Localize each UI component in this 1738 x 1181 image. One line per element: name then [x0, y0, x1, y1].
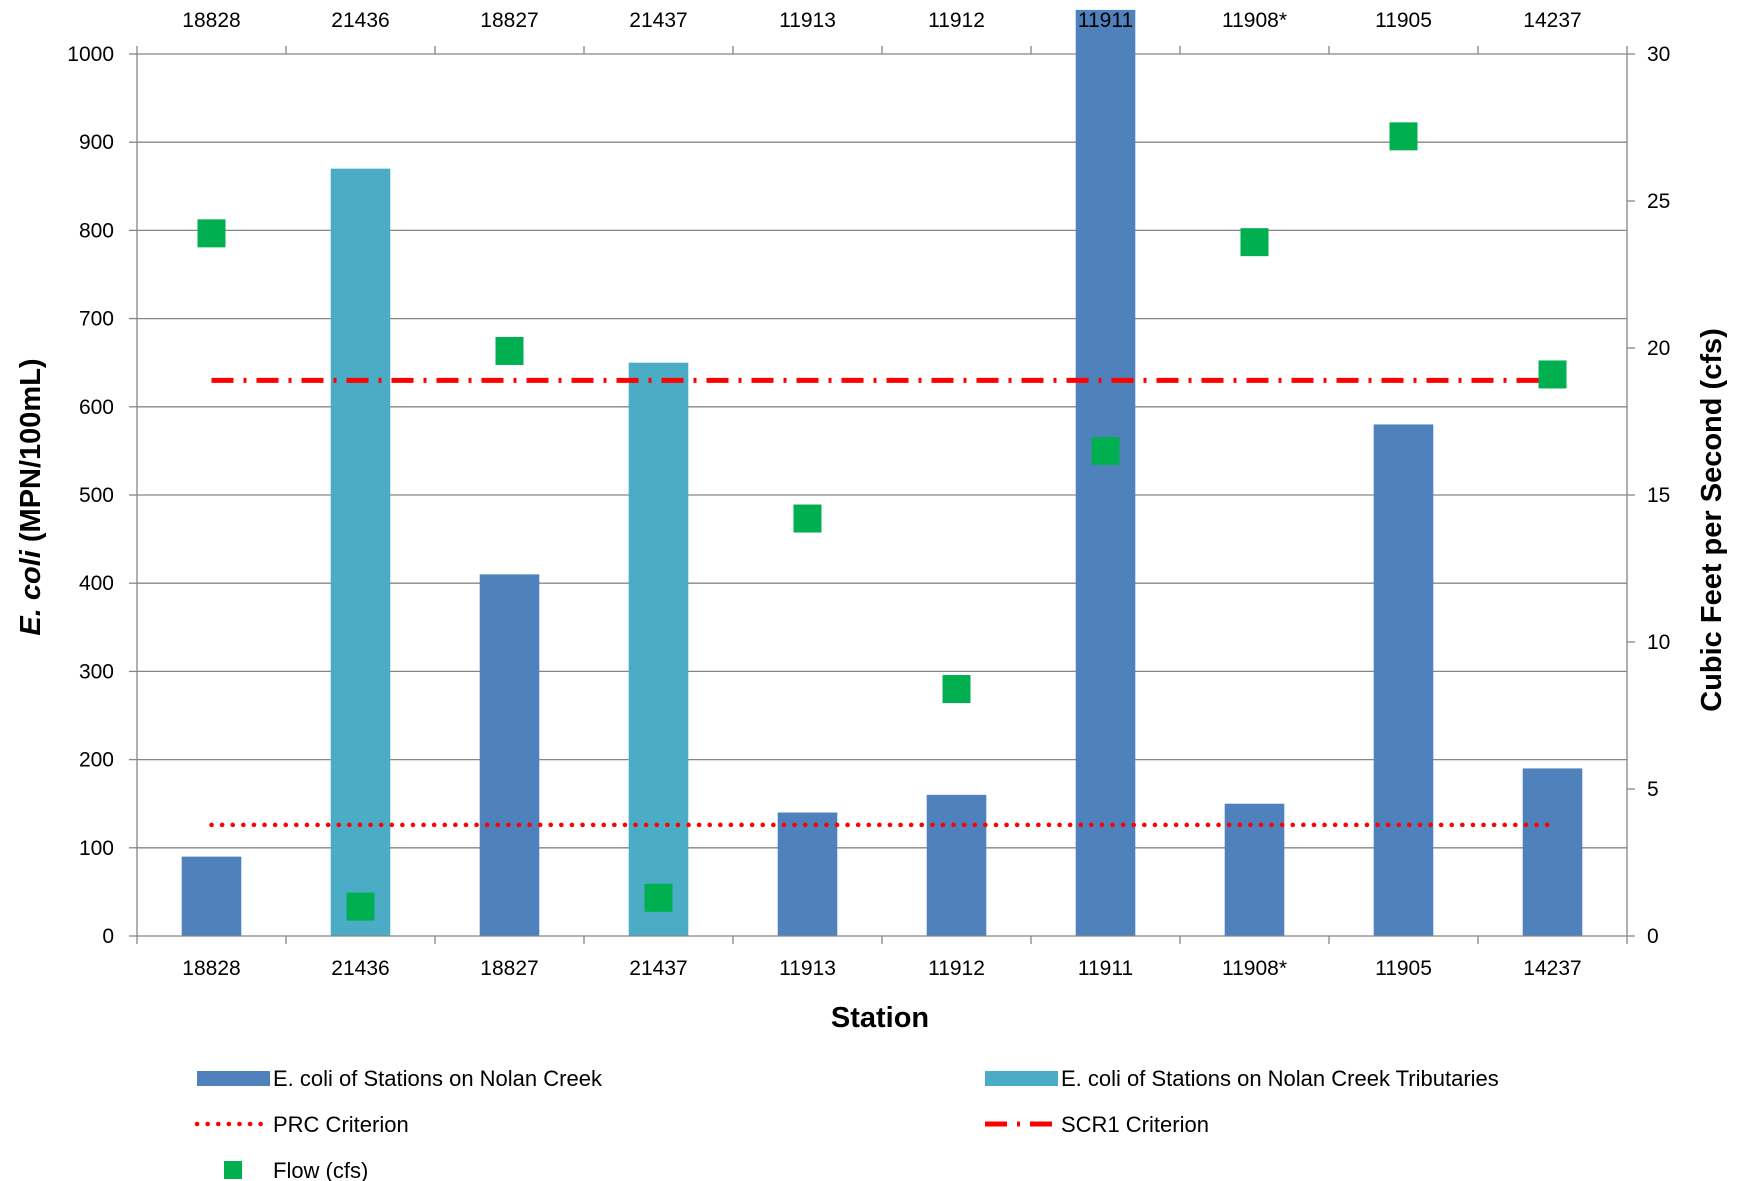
bar [628, 362, 689, 936]
x-tick-label: 21437 [629, 957, 687, 980]
y-tick-label: 900 [79, 131, 114, 154]
flow-point [644, 883, 673, 912]
y-tick-label: 400 [79, 572, 114, 595]
y2-tick-label: 10 [1647, 631, 1670, 654]
x2-tick-label: 11905 [1375, 9, 1432, 32]
legend-label: E. coli of Stations on Nolan Creek Tribu… [1061, 1066, 1499, 1091]
y-tick-label: 200 [79, 749, 114, 772]
y2-axis-title: Cubic Feet per Second (cfs) [1696, 328, 1728, 712]
flow-point [942, 675, 971, 704]
y-axis-title: E. coli (MPN/100mL) [15, 358, 47, 635]
y2-tick-label: 5 [1647, 778, 1659, 801]
x-tick-label: 11913 [779, 957, 836, 980]
bar [479, 574, 540, 936]
criterion-lines [209, 377, 1555, 828]
flow-point [495, 336, 524, 365]
x-tick-label: 11912 [928, 957, 985, 980]
x-tick-label: 18827 [480, 957, 538, 980]
legend-item: E. coli of Stations on Nolan Creek Tribu… [985, 1066, 1499, 1091]
legend-label: Flow (cfs) [273, 1158, 368, 1181]
legend-swatch [985, 1071, 1058, 1086]
legend-swatch [224, 1161, 242, 1179]
x2-tick-label: 11911 [1078, 9, 1133, 32]
legend-label: SCR1 Criterion [1061, 1112, 1209, 1137]
flow-point [1240, 228, 1269, 257]
y-axis-title-italic: E. coli [15, 549, 47, 635]
y-tick-label: 600 [79, 396, 114, 419]
y2-tick-label: 15 [1647, 484, 1670, 507]
y-tick-label: 500 [79, 484, 114, 507]
y-tick-label: 700 [79, 308, 114, 331]
legend: E. coli of Stations on Nolan Creek E. col… [194, 1066, 1499, 1181]
bar [777, 812, 838, 936]
x2-tick-label: 21437 [629, 9, 687, 32]
x2-tick-label: 11912 [928, 9, 985, 32]
x2-tick-label: 18827 [480, 9, 538, 32]
legend-item: PRC Criterion [194, 1112, 409, 1137]
axes [129, 46, 1635, 944]
y-tick-label: 800 [79, 219, 114, 242]
x-tick-label: 11908* [1222, 957, 1287, 980]
tick-labels: 0 100 200 300 400 500 600 700 800 900 1000 0 5 10 15 20… [67, 9, 1670, 980]
bars [181, 9, 1583, 936]
flow-point [1389, 122, 1418, 151]
y2-tick-label: 25 [1647, 190, 1670, 213]
flow-point [1091, 436, 1120, 465]
x2-tick-label: 11913 [779, 9, 836, 32]
bar [330, 168, 391, 936]
legend-label: E. coli of Stations on Nolan Creek [273, 1066, 603, 1091]
x2-tick-label: 11908* [1222, 9, 1287, 32]
x-tick-label: 14237 [1523, 957, 1581, 980]
y-axis-title-unit: (MPN/100mL) [15, 358, 47, 550]
legend-item: SCR1 Criterion [985, 1112, 1209, 1137]
x2-tick-label: 18828 [182, 9, 240, 32]
y-tick-label: 100 [79, 837, 114, 860]
legend-item: Flow (cfs) [224, 1158, 368, 1181]
x-tick-label: 11905 [1375, 957, 1432, 980]
x-tick-label: 21436 [331, 957, 389, 980]
legend-label: PRC Criterion [273, 1112, 409, 1137]
flow-point [346, 892, 375, 921]
bar [1075, 9, 1136, 936]
y-tick-label: 1000 [67, 43, 114, 66]
bar [181, 856, 242, 936]
y-tick-label: 0 [102, 925, 114, 948]
y-tick-label: 300 [79, 660, 114, 683]
bar [1373, 424, 1434, 936]
bar [926, 794, 987, 936]
x2-tick-label: 14237 [1523, 9, 1581, 32]
bar [1522, 768, 1583, 936]
x-tick-label: 18828 [182, 957, 240, 980]
x-tick-label: 11911 [1078, 957, 1133, 980]
x2-tick-label: 21436 [331, 9, 389, 32]
flow-point [1538, 360, 1567, 389]
y2-tick-label: 30 [1647, 43, 1670, 66]
y2-tick-label: 20 [1647, 337, 1670, 360]
flow-markers [197, 122, 1567, 921]
y2-tick-label: 0 [1647, 925, 1659, 948]
bar [1224, 803, 1285, 936]
flow-point [197, 219, 226, 248]
flow-point [793, 504, 822, 533]
x-axis-title: Station [831, 1002, 929, 1034]
legend-item: E. coli of Stations on Nolan Creek [197, 1066, 603, 1091]
legend-swatch [197, 1071, 270, 1086]
